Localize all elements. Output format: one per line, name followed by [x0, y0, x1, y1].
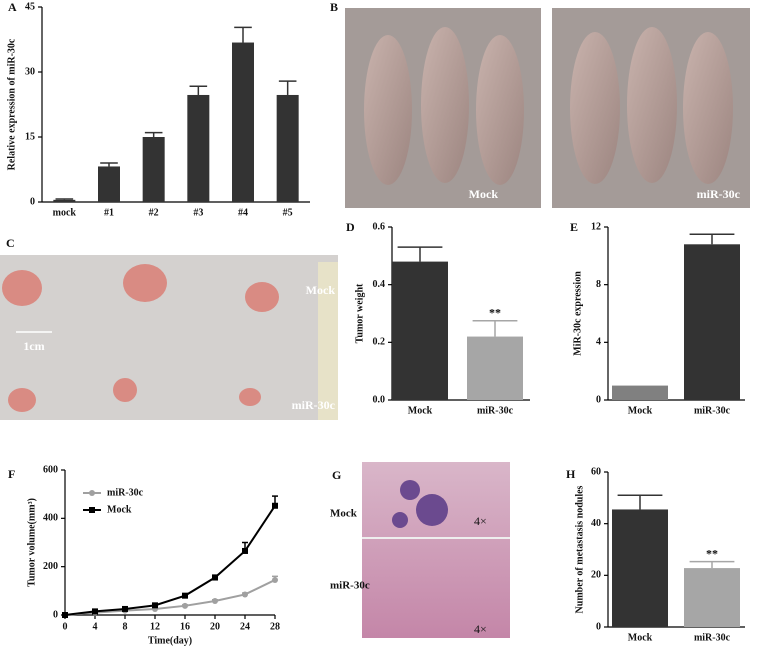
panel-letter: C: [6, 236, 15, 250]
panel-letter: H: [566, 467, 576, 481]
bar: [232, 42, 254, 203]
bar: [53, 199, 76, 202]
bar: [392, 261, 448, 400]
bar: [187, 94, 210, 202]
legend-marker: [89, 507, 95, 513]
line: [64, 579, 276, 616]
x-tick-label: mock: [53, 207, 77, 218]
y-tick-label: 12: [591, 221, 601, 232]
y-tick-label: 0: [596, 621, 601, 632]
magnification: 4×: [474, 622, 487, 636]
legend-marker: [89, 490, 95, 496]
marker: [62, 612, 68, 618]
image-label: Mock: [330, 508, 358, 520]
panel-letter: D: [346, 220, 355, 234]
significance: **: [489, 305, 501, 319]
x-tick-label: 24: [240, 621, 250, 632]
image-label: Mock: [306, 283, 336, 297]
y-tick-label: 600: [43, 464, 58, 475]
y-axis-label: Tumor volume(mm³): [26, 498, 37, 587]
x-tick-label: miR-30c: [694, 405, 731, 416]
x-tick-label: 28: [270, 621, 280, 632]
x-tick-label: 16: [180, 621, 190, 632]
bar: [612, 509, 668, 627]
legend-label: miR-30c: [107, 487, 144, 498]
marker: [92, 608, 98, 615]
y-axis-label: Relative expression of miR-30c: [6, 38, 17, 170]
x-tick-label: Mock: [628, 632, 653, 643]
magnification: 4×: [474, 514, 487, 528]
marker: [212, 597, 218, 604]
x-tick-label: #1: [104, 207, 114, 218]
y-tick-label: 4: [596, 337, 601, 348]
marker: [212, 574, 218, 581]
bar: [467, 336, 523, 400]
y-tick-label: 0.4: [373, 279, 386, 290]
marker: [152, 602, 158, 609]
bar: [612, 385, 668, 400]
photo-tumors: [0, 255, 338, 420]
marker: [272, 502, 278, 509]
x-tick-label: 4: [93, 621, 98, 632]
photo-histology: [362, 462, 510, 638]
panel-letter: G: [332, 468, 341, 482]
y-tick-label: 0.0: [373, 394, 386, 405]
marker: [242, 591, 248, 598]
y-tick-label: 0: [596, 394, 601, 405]
x-tick-label: #5: [283, 207, 293, 218]
x-tick-label: miR-30c: [477, 405, 514, 416]
x-tick-label: #3: [193, 207, 203, 218]
x-tick-label: Mock: [628, 405, 653, 416]
y-tick-label: 200: [43, 561, 58, 572]
photo-mice: [345, 8, 750, 208]
y-tick-label: 0: [53, 609, 58, 620]
marker: [122, 605, 128, 612]
y-tick-label: 0.2: [373, 337, 386, 348]
image-label: miR-30c: [697, 187, 741, 201]
y-axis-label: Tumor weight: [354, 283, 365, 343]
image-label: Mock: [469, 187, 499, 201]
y-tick-label: 20: [591, 570, 601, 581]
x-tick-label: miR-30c: [694, 632, 731, 643]
marker: [182, 602, 188, 609]
x-tick-label: 20: [210, 621, 220, 632]
panel-letter: E: [570, 220, 578, 234]
y-tick-label: 0: [30, 196, 35, 207]
y-tick-label: 40: [591, 518, 601, 529]
x-tick-label: 0: [63, 621, 68, 632]
y-tick-label: 45: [25, 1, 35, 12]
y-tick-label: 60: [591, 466, 601, 477]
bar: [684, 244, 740, 400]
bar: [684, 568, 740, 627]
marker: [272, 576, 278, 583]
y-tick-label: 400: [43, 513, 58, 524]
panel-letter: B: [330, 0, 338, 14]
y-tick-label: 15: [25, 131, 35, 142]
significance: **: [706, 546, 718, 560]
line: [64, 505, 276, 616]
image-label: miR-30c: [292, 398, 336, 412]
y-tick-label: 0.6: [373, 221, 386, 232]
y-axis-label: MiR-30c expression: [572, 271, 583, 356]
bar: [98, 166, 120, 202]
bar: [276, 94, 299, 202]
y-axis-label: Number of metastasis nodules: [574, 485, 585, 613]
scale-label: 1cm: [23, 339, 44, 353]
x-tick-label: #2: [149, 207, 159, 218]
x-tick-label: 8: [123, 621, 128, 632]
bar: [142, 137, 165, 202]
x-tick-label: 12: [150, 621, 160, 632]
x-tick-label: #4: [238, 207, 248, 218]
y-tick-label: 30: [25, 66, 35, 77]
y-tick-label: 8: [596, 279, 601, 290]
legend-label: Mock: [107, 504, 132, 515]
marker: [242, 547, 248, 554]
x-tick-label: Mock: [408, 405, 433, 416]
image-label: miR-30c: [330, 580, 370, 592]
panel-letter: F: [8, 467, 15, 481]
marker: [182, 592, 188, 599]
x-axis-label: Time(day): [148, 635, 192, 646]
panel-letter: A: [8, 0, 17, 14]
